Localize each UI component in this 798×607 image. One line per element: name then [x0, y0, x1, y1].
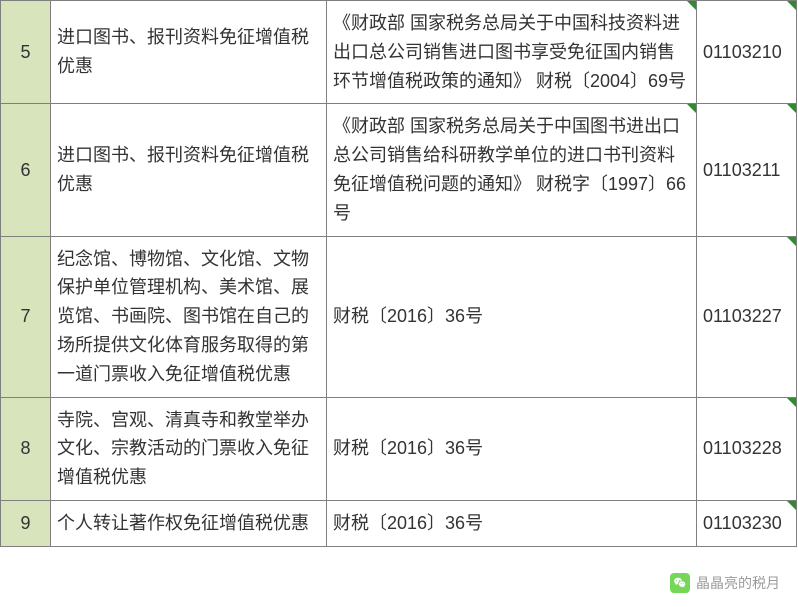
cell-reference: 《财政部 国家税务总局关于中国科技资料进出口总公司销售进口图书享受免征国内销售环… — [327, 1, 697, 104]
watermark: 晶晶亮的税月 — [670, 573, 780, 593]
wechat-icon — [670, 573, 690, 593]
cell-description: 进口图书、报刊资料免征增值税优惠 — [51, 1, 327, 104]
cell-description: 纪念馆、博物馆、文化馆、文物保护单位管理机构、美术馆、展览馆、书画院、图书馆在自… — [51, 236, 327, 397]
table-row: 9个人转让著作权免征增值税优惠财税〔2016〕36号01103230 — [1, 500, 797, 546]
table-body: 5进口图书、报刊资料免征增值税优惠《财政部 国家税务总局关于中国科技资料进出口总… — [1, 1, 797, 547]
table-row: 7纪念馆、博物馆、文化馆、文物保护单位管理机构、美术馆、展览馆、书画院、图书馆在… — [1, 236, 797, 397]
cell-index: 6 — [1, 104, 51, 236]
cell-index: 8 — [1, 397, 51, 500]
cell-code: 01103228 — [697, 397, 797, 500]
table-row: 5进口图书、报刊资料免征增值税优惠《财政部 国家税务总局关于中国科技资料进出口总… — [1, 1, 797, 104]
table-row: 8寺院、宫观、清真寺和教堂举办文化、宗教活动的门票收入免征增值税优惠财税〔201… — [1, 397, 797, 500]
cell-description: 进口图书、报刊资料免征增值税优惠 — [51, 104, 327, 236]
cell-index: 5 — [1, 1, 51, 104]
cell-reference: 财税〔2016〕36号 — [327, 397, 697, 500]
cell-description: 寺院、宫观、清真寺和教堂举办文化、宗教活动的门票收入免征增值税优惠 — [51, 397, 327, 500]
cell-reference: 《财政部 国家税务总局关于中国图书进出口总公司销售给科研教学单位的进口书刊资料免… — [327, 104, 697, 236]
watermark-text: 晶晶亮的税月 — [696, 573, 780, 593]
cell-code: 01103210 — [697, 1, 797, 104]
cell-code: 01103211 — [697, 104, 797, 236]
cell-index: 7 — [1, 236, 51, 397]
table-row: 6进口图书、报刊资料免征增值税优惠《财政部 国家税务总局关于中国图书进出口总公司… — [1, 104, 797, 236]
tax-policy-table: 5进口图书、报刊资料免征增值税优惠《财政部 国家税务总局关于中国科技资料进出口总… — [0, 0, 797, 547]
cell-code: 01103227 — [697, 236, 797, 397]
cell-code: 01103230 — [697, 500, 797, 546]
cell-index: 9 — [1, 500, 51, 546]
cell-reference: 财税〔2016〕36号 — [327, 236, 697, 397]
cell-description: 个人转让著作权免征增值税优惠 — [51, 500, 327, 546]
cell-reference: 财税〔2016〕36号 — [327, 500, 697, 546]
